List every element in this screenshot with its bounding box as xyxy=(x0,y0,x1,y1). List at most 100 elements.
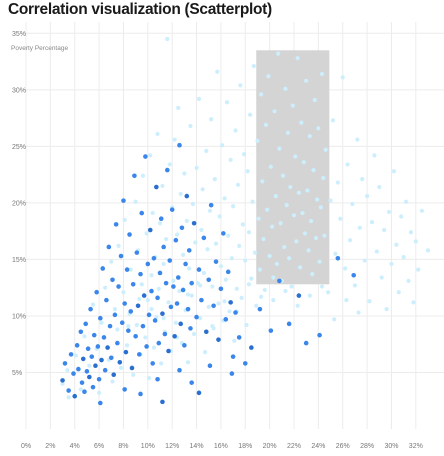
scatter-point[interactable] xyxy=(215,69,220,74)
scatter-point[interactable] xyxy=(238,83,243,88)
scatter-point[interactable] xyxy=(355,137,360,142)
scatter-point[interactable] xyxy=(126,328,131,333)
scatter-point[interactable] xyxy=(149,288,154,294)
scatter-point[interactable] xyxy=(277,278,282,284)
scatter-point[interactable] xyxy=(74,343,80,348)
scatter-point[interactable] xyxy=(60,378,65,383)
scatter-point[interactable] xyxy=(223,277,228,282)
scatter-point[interactable] xyxy=(295,56,300,61)
scatter-point[interactable] xyxy=(161,244,166,250)
scatter-point[interactable] xyxy=(213,241,219,246)
scatter-point[interactable] xyxy=(122,217,127,222)
scatter-point[interactable] xyxy=(232,338,237,343)
scatter-point[interactable] xyxy=(384,307,389,312)
scatter-point[interactable] xyxy=(372,153,377,158)
scatter-point[interactable] xyxy=(283,288,288,294)
scatter-point[interactable] xyxy=(210,324,215,329)
scatter-point[interactable] xyxy=(167,258,173,263)
scatter-point[interactable] xyxy=(293,154,298,159)
scatter-point[interactable] xyxy=(360,177,365,182)
scatter-point[interactable] xyxy=(229,371,235,376)
scatter-point[interactable] xyxy=(163,280,169,286)
scatter-point[interactable] xyxy=(146,312,152,318)
scatter-point[interactable] xyxy=(263,122,269,127)
scatter-point[interactable] xyxy=(152,318,158,323)
scatter-point[interactable] xyxy=(277,146,282,151)
scatter-point[interactable] xyxy=(143,335,148,340)
scatter-point[interactable] xyxy=(125,343,130,348)
scatter-point[interactable] xyxy=(185,306,191,312)
scatter-point[interactable] xyxy=(145,298,150,303)
scatter-point[interactable] xyxy=(321,175,326,181)
scatter-point[interactable] xyxy=(213,259,219,264)
scatter-point[interactable] xyxy=(312,97,317,103)
scatter-point[interactable] xyxy=(100,266,106,271)
scatter-point[interactable] xyxy=(243,258,248,263)
scatter-point[interactable] xyxy=(291,213,297,218)
selection-box[interactable] xyxy=(256,50,330,285)
scatter-point[interactable] xyxy=(166,300,171,305)
scatter-point[interactable] xyxy=(302,231,308,236)
scatter-point[interactable] xyxy=(138,271,143,277)
scatter-point[interactable] xyxy=(248,112,253,117)
scatter-point[interactable] xyxy=(280,173,286,178)
scatter-point[interactable] xyxy=(110,379,115,384)
scatter-point[interactable] xyxy=(295,303,300,308)
scatter-point[interactable] xyxy=(211,303,216,309)
scatter-point[interactable] xyxy=(145,261,151,267)
scatter-point[interactable] xyxy=(367,299,372,304)
scatter-point[interactable] xyxy=(340,75,345,80)
scatter-point[interactable] xyxy=(249,276,254,281)
scatter-point[interactable] xyxy=(98,315,103,321)
scatter-point[interactable] xyxy=(335,180,340,185)
scatter-point[interactable] xyxy=(198,316,203,321)
scatter-point[interactable] xyxy=(203,329,209,335)
scatter-point[interactable] xyxy=(165,36,170,42)
scatter-point[interactable] xyxy=(159,361,164,366)
scatter-point[interactable] xyxy=(299,120,304,125)
scatter-point[interactable] xyxy=(128,309,134,314)
scatter-point[interactable] xyxy=(85,346,91,352)
scatter-point[interactable] xyxy=(209,117,214,122)
scatter-point[interactable] xyxy=(130,281,136,287)
scatter-point[interactable] xyxy=(394,242,399,247)
scatter-point[interactable] xyxy=(139,210,145,216)
scatter-point[interactable] xyxy=(115,340,120,346)
scatter-point[interactable] xyxy=(161,261,166,267)
scatter-point[interactable] xyxy=(273,194,278,199)
scatter-point[interactable] xyxy=(377,184,382,190)
scatter-point[interactable] xyxy=(173,237,179,243)
scatter-point[interactable] xyxy=(136,352,142,357)
scatter-point[interactable] xyxy=(193,240,198,245)
scatter-point[interactable] xyxy=(113,222,119,227)
scatter-point[interactable] xyxy=(160,183,165,189)
scatter-point[interactable] xyxy=(78,387,83,392)
scatter-point[interactable] xyxy=(133,333,138,339)
scatter-point[interactable] xyxy=(122,387,127,392)
scatter-point[interactable] xyxy=(305,188,310,193)
scatter-point[interactable] xyxy=(403,199,409,204)
scatter-point[interactable] xyxy=(230,204,236,209)
scatter-point[interactable] xyxy=(140,173,146,178)
scatter-point[interactable] xyxy=(352,283,358,288)
scatter-point[interactable] xyxy=(116,284,121,289)
scatter-point[interactable] xyxy=(96,390,102,395)
scatter-point[interactable] xyxy=(160,311,165,316)
scatter-point[interactable] xyxy=(297,265,303,270)
scatter-point[interactable] xyxy=(259,294,264,299)
scatter-point[interactable] xyxy=(262,287,267,293)
scatter-point[interactable] xyxy=(246,230,252,235)
scatter-point[interactable] xyxy=(121,290,126,295)
scatter-point[interactable] xyxy=(96,376,102,382)
scatter-point[interactable] xyxy=(364,194,370,199)
scatter-point[interactable] xyxy=(222,196,227,201)
scatter-point[interactable] xyxy=(72,393,78,399)
scatter-point[interactable] xyxy=(252,250,258,255)
scatter-point[interactable] xyxy=(289,284,294,289)
scatter-point[interactable] xyxy=(129,365,135,371)
scatter-point[interactable] xyxy=(191,220,197,226)
scatter-point[interactable] xyxy=(267,253,272,259)
scatter-point[interactable] xyxy=(242,361,248,366)
scatter-point[interactable] xyxy=(288,184,293,190)
scatter-point[interactable] xyxy=(221,231,226,236)
